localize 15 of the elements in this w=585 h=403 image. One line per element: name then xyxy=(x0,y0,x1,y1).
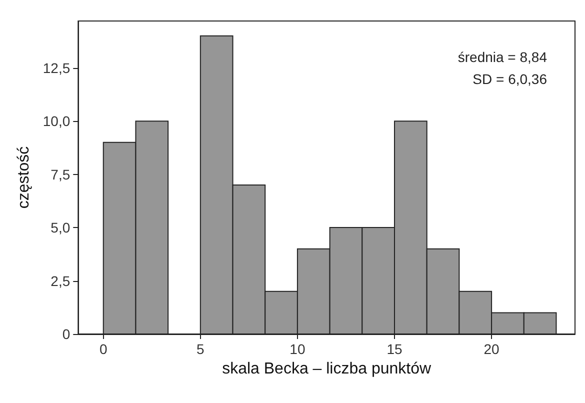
annotation: średnia = 8,84 xyxy=(458,49,548,65)
y-tick-label: 10,0 xyxy=(42,113,70,130)
annotation: SD = 6,0,36 xyxy=(472,71,548,87)
y-tick-label: 2,5 xyxy=(50,272,70,289)
x-tick-label: 15 xyxy=(386,341,402,357)
y-tick-label: 0 xyxy=(62,326,70,342)
y-tick-label: 7,5 xyxy=(50,166,70,182)
y-tick-label: 5,0 xyxy=(50,220,70,236)
x-tick-label: 20 xyxy=(484,341,500,357)
x-axis-title: skala Becka – liczba punktów xyxy=(222,360,432,378)
x-tick-label: 0 xyxy=(99,341,108,357)
x-tick-label: 10 xyxy=(290,341,306,357)
y-axis-title: częstość xyxy=(16,146,32,209)
y-tick-label: 12,5 xyxy=(42,60,70,76)
x-tick-label: 5 xyxy=(196,341,205,357)
